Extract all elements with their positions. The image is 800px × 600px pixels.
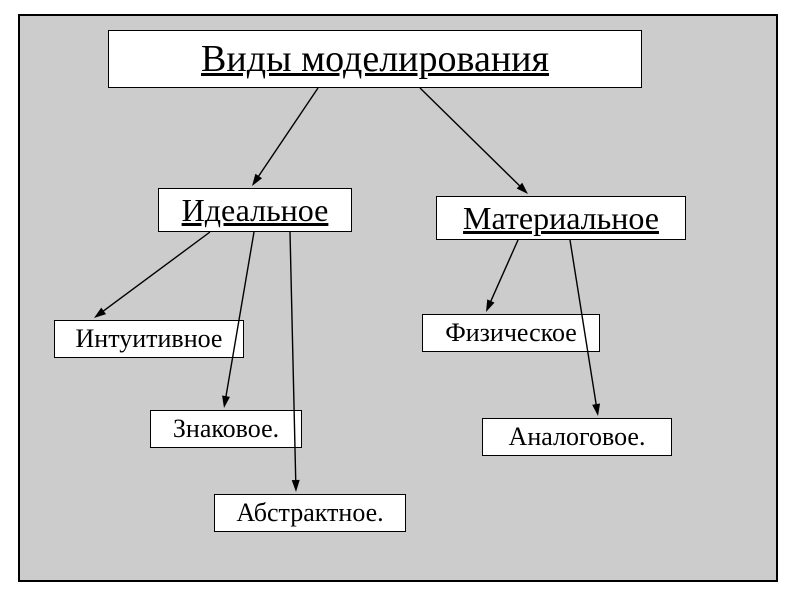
node-ideal-label: Идеальное	[182, 192, 329, 229]
node-semiotic-label: Знаковое.	[173, 414, 279, 444]
node-physical: Физическое	[422, 314, 600, 352]
node-abstract: Абстрактное.	[214, 494, 406, 532]
node-root-label: Виды моделирования	[201, 37, 549, 81]
node-root: Виды моделирования	[108, 30, 642, 88]
node-physical-label: Физическое	[445, 318, 577, 348]
node-analog: Аналоговое.	[482, 418, 672, 456]
node-abstract-label: Абстрактное.	[236, 498, 383, 528]
node-intuitive-label: Интуитивное	[76, 324, 223, 354]
node-analog-label: Аналоговое.	[509, 422, 646, 452]
node-material-label: Материальное	[463, 200, 659, 237]
node-ideal: Идеальное	[158, 188, 352, 232]
node-intuitive: Интуитивное	[54, 320, 244, 358]
node-material: Материальное	[436, 196, 686, 240]
node-semiotic: Знаковое.	[150, 410, 302, 448]
